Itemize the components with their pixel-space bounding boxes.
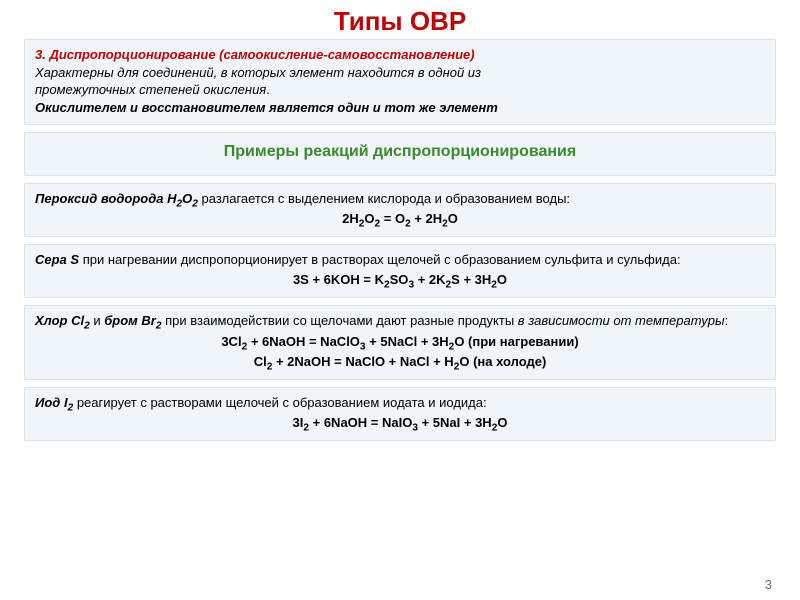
intro-body: Характерны для соединений, в которых эле…: [35, 64, 765, 99]
subheader-box: Примеры реакций диспропорционирования: [24, 132, 776, 176]
box3-formula-a: Cl2: [71, 313, 90, 328]
box1-tail: разлагается с выделением кислорода и обр…: [198, 191, 570, 206]
box1-lead-a: Пероксид водорода: [35, 191, 163, 206]
example-box-2: Сера S при нагревании диспропорционирует…: [24, 244, 776, 298]
box4-equation: 3I2 + 6NaOH = NaIO3 + 5NaI + 3H2O: [35, 414, 765, 432]
example-box-3: Хлор Cl2 и бром Br2 при взаимодействии с…: [24, 305, 776, 380]
intro-heading: 3. Диспропорционирование (самоокисление-…: [35, 46, 765, 64]
box1-formula: H2O2: [167, 191, 198, 206]
box3-formula-b: Br2: [141, 313, 161, 328]
intro-emphasis: Окислителем и восстановителем является о…: [35, 99, 765, 117]
example-box-1: Пероксид водорода H2O2 разлагается с выд…: [24, 183, 776, 237]
box3-equation-1: 3Cl2 + 6NaOH = NaClO3 + 5NaCl + 3H2O (пр…: [35, 333, 765, 351]
intro-line2b: .: [266, 82, 270, 97]
box1-text: Пероксид водорода H2O2 разлагается с выд…: [35, 190, 765, 208]
intro-line1: Характерны для соединений, в которых эле…: [35, 65, 481, 80]
box4-tail: реагирует с растворами щелочей с образов…: [73, 395, 486, 410]
subheader-text: Примеры реакций диспропорционирования: [35, 139, 765, 167]
example-box-4: Иод I2 реагирует с растворами щелочей с …: [24, 387, 776, 441]
intro-line2a: промежуточных степеней окисления: [35, 82, 266, 97]
box4-formula: I2: [64, 395, 73, 410]
box3-lead-a: Хлор: [35, 313, 67, 328]
box3-text: Хлор Cl2 и бром Br2 при взаимодействии с…: [35, 312, 765, 330]
box2-tail: при нагревании диспропорционирует в раст…: [79, 252, 680, 267]
box4-text: Иод I2 реагирует с растворами щелочей с …: [35, 394, 765, 412]
content-area: 3. Диспропорционирование (самоокисление-…: [0, 39, 800, 441]
box3-tail-c: :: [725, 313, 729, 328]
box3-lead-b: бром: [104, 313, 138, 328]
box2-equation: 3S + 6KOH = K2SO3 + 2K2S + 3H2O: [35, 271, 765, 289]
box2-lead-a: Сера: [35, 252, 67, 267]
box2-formula: S: [70, 252, 79, 267]
page-title: Типы ОВР: [0, 0, 800, 39]
box3-tail-b: в зависимости от температуры: [518, 313, 725, 328]
box4-lead-a: Иод: [35, 395, 60, 410]
box1-equation: 2H2O2 = O2 + 2H2O: [35, 210, 765, 228]
box3-mid: и: [90, 313, 105, 328]
page-number: 3: [765, 577, 772, 592]
intro-box: 3. Диспропорционирование (самоокисление-…: [24, 39, 776, 125]
box3-tail-a: при взаимодействии со щелочами дают разн…: [162, 313, 518, 328]
box3-equation-2: Cl2 + 2NaOH = NaClO + NaCl + H2O (на хол…: [35, 353, 765, 371]
box2-text: Сера S при нагревании диспропорционирует…: [35, 251, 765, 269]
